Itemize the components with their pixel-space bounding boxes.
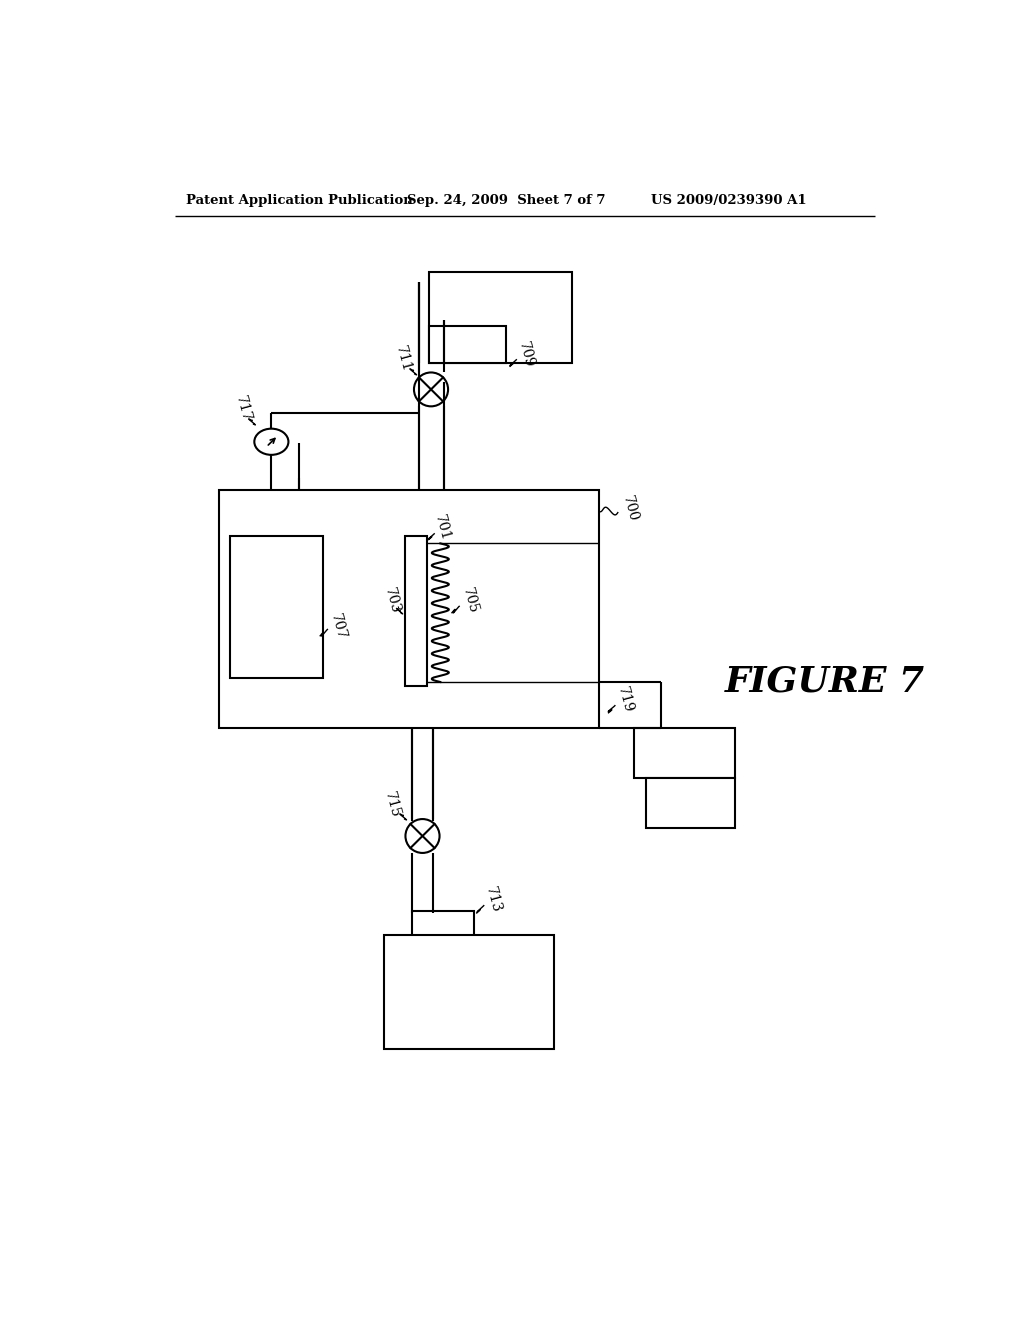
Text: Patent Application Publication: Patent Application Publication — [186, 194, 413, 207]
Bar — [230, 536, 324, 678]
Text: 713: 713 — [483, 886, 504, 915]
Bar — [646, 779, 735, 829]
Text: 717: 717 — [232, 393, 253, 424]
Text: US 2009/0239390 A1: US 2009/0239390 A1 — [651, 194, 807, 207]
Bar — [634, 729, 735, 779]
Text: 700: 700 — [621, 494, 640, 523]
Text: 711: 711 — [393, 345, 414, 374]
Bar — [384, 935, 554, 1048]
Text: 701: 701 — [432, 513, 453, 543]
Text: FIGURE 7: FIGURE 7 — [725, 665, 925, 700]
Bar — [413, 911, 474, 936]
Text: 719: 719 — [614, 685, 635, 714]
Bar — [429, 326, 506, 363]
Text: 705: 705 — [460, 586, 480, 615]
Text: Sep. 24, 2009  Sheet 7 of 7: Sep. 24, 2009 Sheet 7 of 7 — [407, 194, 605, 207]
Bar — [219, 490, 599, 729]
Text: 709: 709 — [515, 341, 536, 370]
Text: 703: 703 — [382, 586, 402, 615]
Text: 715: 715 — [382, 791, 402, 820]
Bar — [406, 536, 427, 686]
Bar — [429, 272, 572, 363]
Text: 707: 707 — [328, 612, 348, 642]
